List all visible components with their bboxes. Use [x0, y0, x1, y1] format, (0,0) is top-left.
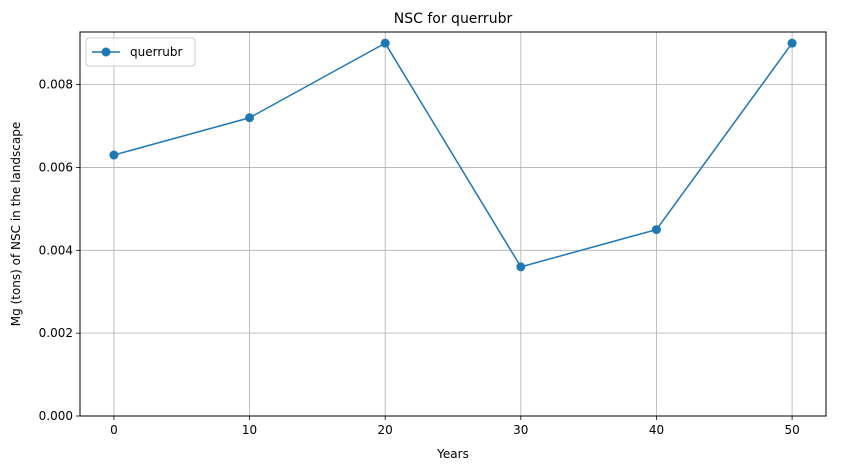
x-axis-label: Years	[436, 447, 469, 461]
data-point	[516, 262, 526, 272]
data-point	[651, 225, 661, 235]
data-point	[380, 38, 390, 48]
y-tick-label: 0.006	[39, 160, 73, 174]
x-tick-label: 50	[784, 423, 799, 437]
x-tick-label: 0	[110, 423, 118, 437]
legend-label: querrubr	[130, 45, 182, 59]
y-tick-label: 0.000	[39, 409, 73, 423]
series-line	[113, 42, 793, 268]
series-layer	[109, 38, 797, 272]
plot-frame	[79, 31, 827, 417]
y-axis: 0.000 0.002 0.004 0.006 0.008	[39, 78, 80, 423]
x-tick-label: 40	[649, 423, 664, 437]
y-tick-label: 0.004	[39, 243, 73, 257]
data-point	[787, 38, 797, 48]
y-axis-label: Mg (tons) of NSC in the landscape	[9, 122, 23, 326]
data-point	[109, 150, 119, 160]
y-tick-label: 0.002	[39, 326, 73, 340]
chart-title: NSC for querrubr	[394, 11, 513, 27]
data-point	[245, 113, 255, 123]
y-tick-label: 0.008	[39, 78, 73, 92]
x-axis: 0 10 20 30 40 50	[110, 416, 800, 437]
x-tick-label: 10	[242, 423, 257, 437]
legend: querrubr	[85, 37, 196, 67]
legend-marker-icon	[101, 47, 111, 57]
x-tick-label: 20	[378, 423, 393, 437]
x-tick-label: 30	[513, 423, 528, 437]
legend-box	[85, 37, 196, 67]
